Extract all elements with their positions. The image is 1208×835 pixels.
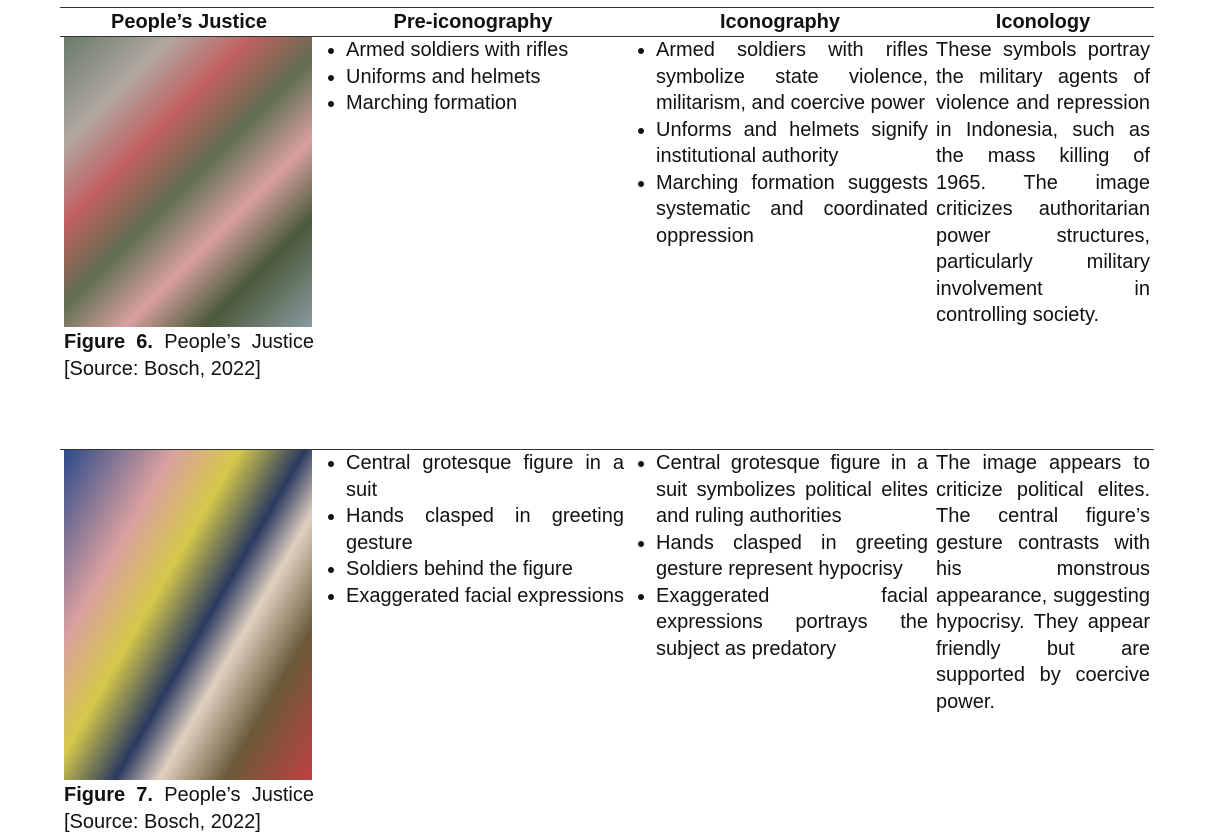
bullet-item: Unforms and helmets signify institutiona… <box>656 117 928 170</box>
header-cell: Pre-iconography <box>318 8 628 37</box>
bullet-item: Central grotesque figure in a suit <box>346 450 624 503</box>
caption-source: [Source: Bosch, 2022] <box>64 356 314 383</box>
header-cell: Iconology <box>932 8 1154 37</box>
bullet-item: Soldiers behind the figure <box>346 556 624 583</box>
analysis-table: People’s Justice Pre-iconography Iconogr… <box>60 7 1154 835</box>
bullet-list: Central grotesque figure in a suit symbo… <box>632 450 928 662</box>
bullet-item: Hands clasped in greeting gesture repres… <box>656 530 928 583</box>
bullet-item: Armed soldiers with rifles symbolize sta… <box>656 37 928 117</box>
bullet-item: Hands clasped in greeting gesture <box>346 503 624 556</box>
figure-caption: Figure 7. People’s Justice <box>64 782 314 809</box>
bullet-item: Armed soldiers with rifles <box>346 37 624 64</box>
bullet-item: Exaggerated facial expressions portrays … <box>656 583 928 663</box>
caption-source: [Source: Bosch, 2022] <box>64 809 314 835</box>
table-row: Figure 7. People’s Justice[Source: Bosch… <box>60 450 1154 835</box>
figure-cell: Figure 6. People’s Justice[Source: Bosch… <box>60 37 318 450</box>
figure-caption: Figure 6. People’s Justice <box>64 329 314 356</box>
bullet-list: Central grotesque figure in a suitHands … <box>322 450 624 609</box>
iconography-cell: Armed soldiers with rifles symbolize sta… <box>628 37 932 450</box>
bullet-list: Armed soldiers with rifles symbolize sta… <box>632 37 928 249</box>
header-cell: Iconography <box>628 8 932 37</box>
iconology-text: The image appears to criticize political… <box>936 450 1150 715</box>
bullet-item: Marching formation suggests systematic a… <box>656 170 928 250</box>
pre-iconography-cell: Central grotesque figure in a suitHands … <box>318 450 628 835</box>
iconology-cell: These symbols portray the military agent… <box>932 37 1154 450</box>
figure-image <box>64 37 312 327</box>
caption-label: Figure 6. <box>64 331 153 353</box>
figure-image <box>64 450 312 780</box>
iconology-cell: The image appears to criticize political… <box>932 450 1154 835</box>
bullet-item: Exaggerated facial expressions <box>346 583 624 610</box>
figure-cell: Figure 7. People’s Justice[Source: Bosch… <box>60 450 318 835</box>
bullet-item: Uniforms and helmets <box>346 64 624 91</box>
pre-iconography-cell: Armed soldiers with riflesUniforms and h… <box>318 37 628 450</box>
bullet-item: Marching formation <box>346 90 624 117</box>
header-row: People’s Justice Pre-iconography Iconogr… <box>60 8 1154 37</box>
caption-title: People’s Justice <box>164 784 314 806</box>
iconography-cell: Central grotesque figure in a suit symbo… <box>628 450 932 835</box>
caption-label: Figure 7. <box>64 784 153 806</box>
bullet-list: Armed soldiers with riflesUniforms and h… <box>322 37 624 117</box>
bullet-item: Central grotesque figure in a suit symbo… <box>656 450 928 530</box>
table-body: Figure 6. People’s Justice[Source: Bosch… <box>60 37 1154 835</box>
caption-title: People’s Justice <box>164 331 314 353</box>
table-row: Figure 6. People’s Justice[Source: Bosch… <box>60 37 1154 450</box>
header-cell: People’s Justice <box>60 8 318 37</box>
iconology-text: These symbols portray the military agent… <box>936 37 1150 329</box>
